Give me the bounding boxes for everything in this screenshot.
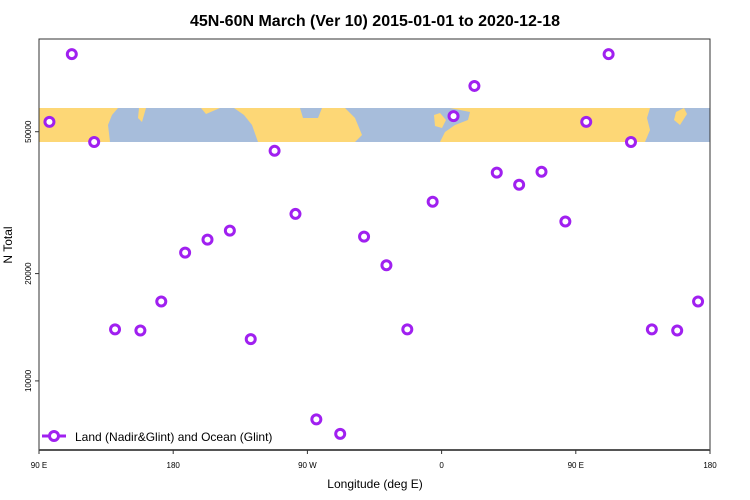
land-north-america: [234, 108, 362, 142]
data-point: [535, 165, 548, 178]
y-tick-label: 50000: [24, 120, 33, 143]
data-point: [134, 324, 147, 337]
data-point: [692, 295, 705, 308]
data-point: [426, 195, 439, 208]
data-point: [624, 135, 637, 148]
legend-marker: [48, 430, 60, 442]
land-japan: [674, 108, 687, 125]
land-europe-asia: [440, 108, 650, 142]
data-point: [559, 215, 572, 228]
data-point: [88, 135, 101, 148]
x-tick-label: 90 E: [31, 461, 47, 470]
data-point: [468, 79, 481, 92]
x-tick-label: 180: [167, 461, 181, 470]
data-point: [602, 48, 615, 61]
data-point: [310, 413, 323, 426]
land-kamchatka: [201, 108, 220, 114]
data-point: [513, 178, 526, 191]
data-point: [645, 323, 658, 336]
data-point: [334, 427, 347, 440]
data-point: [268, 144, 281, 157]
land-shapes: [39, 108, 687, 142]
x-axis-label: Longitude (deg E): [327, 477, 422, 491]
land-sakhalin: [138, 108, 146, 122]
plot-frame: [38, 38, 711, 451]
data-point: [580, 115, 593, 128]
y-tick-label: 20000: [24, 262, 33, 285]
y-tick-label: 10000: [24, 369, 33, 392]
data-point: [201, 233, 214, 246]
data-point: [155, 295, 168, 308]
data-point: [358, 230, 371, 243]
land-asia-east: [39, 108, 118, 142]
x-tick-label: 90 E: [568, 461, 584, 470]
data-points: [43, 48, 705, 440]
legend-label: Land (Nadir&Glint) and Ocean (Glint): [75, 430, 272, 444]
data-point: [109, 323, 122, 336]
data-point: [43, 115, 56, 128]
axes: [38, 38, 711, 451]
x-ticks: 90 E 180 90 W 0 90 E 180: [31, 450, 717, 470]
data-point: [490, 166, 503, 179]
map-band: [39, 108, 710, 142]
data-point: [223, 224, 236, 237]
land-uk: [434, 113, 446, 128]
data-point: [244, 333, 257, 346]
data-point: [289, 207, 302, 220]
chart-title: 45N-60N March (Ver 10) 2015-01-01 to 202…: [190, 13, 560, 30]
legend: Land (Nadir&Glint) and Ocean (Glint): [42, 430, 272, 444]
data-point: [671, 324, 684, 337]
x-tick-label: 180: [703, 461, 717, 470]
data-point: [447, 110, 460, 123]
x-tick-label: 90 W: [298, 461, 317, 470]
data-point: [179, 246, 192, 259]
data-point: [401, 323, 414, 336]
data-point: [380, 259, 393, 272]
y-ticks: 10000 20000 50000: [24, 120, 39, 392]
data-point: [65, 48, 78, 61]
y-axis-label: N Total: [1, 226, 15, 263]
x-tick-label: 0: [439, 461, 444, 470]
